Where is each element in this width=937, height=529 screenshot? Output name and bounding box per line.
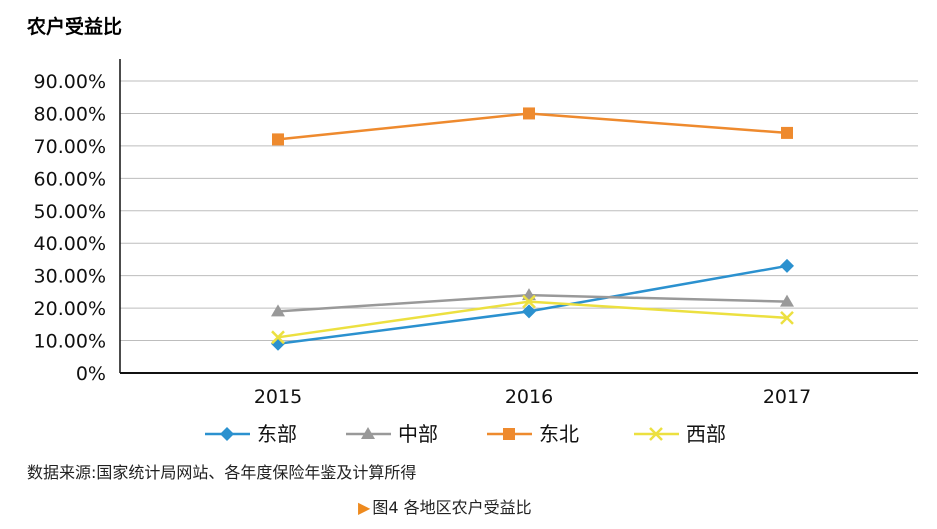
data-point [780,294,794,307]
legend-marker [503,428,515,440]
y-axis-title: 农户受益比 [26,15,122,38]
y-axis-ticks: 0% 10.00% 20.00% 30.00% 40.00% 50.00% 60.00% 70… [34,71,106,385]
legend: 东部 中部 东北 西部 [205,422,726,446]
data-point [272,133,284,146]
y-tick-label: 20.00% [34,298,106,320]
x-tick-label: 2016 [505,386,553,408]
source-note: 数据来源:国家统计局网站、各年度保险年鉴及计算所得 [27,463,417,482]
axes [119,59,918,374]
legend-label: 东北 [539,422,579,446]
series-3 [271,294,794,345]
legend-item: 东北 [487,422,579,446]
legend-label: 西部 [686,422,726,446]
figure-caption: ▶ 图4 各地区农户受益比 [358,494,532,518]
caption-arrow-icon: ▶ [358,498,371,517]
series [271,107,794,351]
x-axis-ticks: 2015 2016 2017 [254,386,811,408]
legend-marker [361,427,375,439]
x-tick-label: 2017 [763,386,811,408]
legend-item: 西部 [634,422,726,446]
y-tick-label: 70.00% [34,136,106,158]
data-point [522,294,536,309]
data-point [522,304,536,319]
data-point [523,107,535,120]
legend-label: 东部 [257,422,297,446]
data-point [271,304,285,317]
grid [120,80,918,342]
data-point [271,330,285,345]
legend-marker [649,427,663,441]
data-point [780,258,794,273]
legend-item: 中部 [346,422,438,446]
legend-marker [220,427,234,441]
data-point [781,126,793,139]
chart: 农户受益比 0% 10.00% 20.00% 30.00% 40.00% 50.00% 60… [26,15,918,446]
y-tick-label: 50.00% [34,201,106,223]
data-point [780,310,794,325]
y-tick-label: 80.00% [34,103,106,125]
legend-item: 东部 [205,422,297,446]
y-tick-label: 10.00% [34,331,106,353]
caption-text: 图4 各地区农户受益比 [372,498,532,517]
y-tick-label: 40.00% [34,233,106,255]
legend-label: 中部 [398,422,438,446]
y-tick-label: 0% [76,363,106,385]
x-tick-label: 2015 [254,386,302,408]
y-tick-label: 90.00% [34,71,106,93]
y-tick-label: 30.00% [34,266,106,288]
series-2 [272,107,793,146]
y-tick-label: 60.00% [34,168,106,190]
